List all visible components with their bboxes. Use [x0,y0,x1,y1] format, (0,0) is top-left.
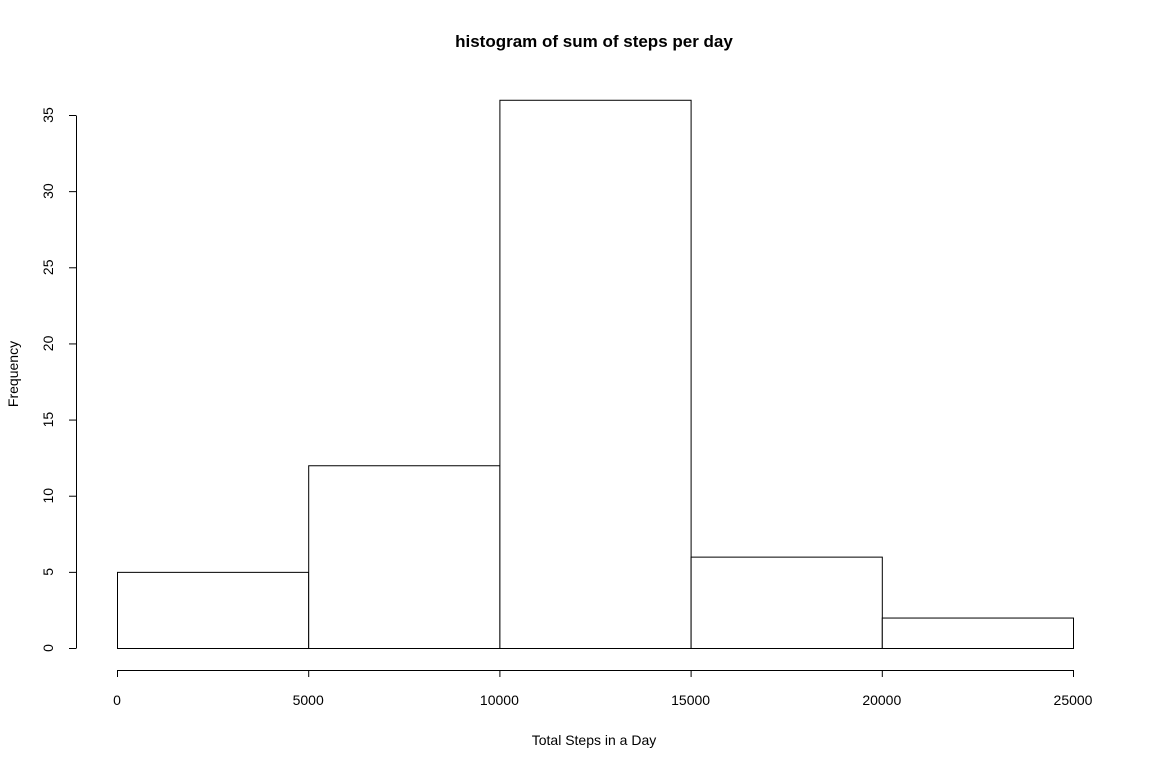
histogram-bar-3 [690,556,883,650]
chart-title: histogram of sum of steps per day [455,32,733,51]
x-axis: 0 5000 10000 15000 20000 25000 [113,670,1093,708]
y-axis: 0 5 10 15 20 25 30 35 [40,107,77,652]
histogram-bar-4 [881,617,1074,649]
y-tick-label: 30 [40,183,56,199]
y-tick-label: 0 [40,644,56,652]
y-tick-label: 5 [40,568,56,576]
y-tick-label: 10 [40,488,56,504]
x-tick-label: 5000 [293,692,324,708]
histogram-bar-1 [308,465,501,649]
x-tick-label: 20000 [862,692,901,708]
x-tick-label: 10000 [480,692,519,708]
histogram-bar-2 [499,99,692,650]
y-tick-label: 20 [40,335,56,351]
y-tick-label: 15 [40,412,56,428]
y-tick-label: 35 [40,107,56,123]
x-axis-label: Total Steps in a Day [532,732,657,748]
x-tick-label: 15000 [671,692,710,708]
x-tick-label: 25000 [1054,692,1093,708]
y-axis-label: Frequency [5,341,21,407]
x-tick-label: 0 [113,692,121,708]
y-tick-label: 25 [40,259,56,275]
histogram-bar-0 [117,571,310,649]
bars-group [117,99,1074,650]
